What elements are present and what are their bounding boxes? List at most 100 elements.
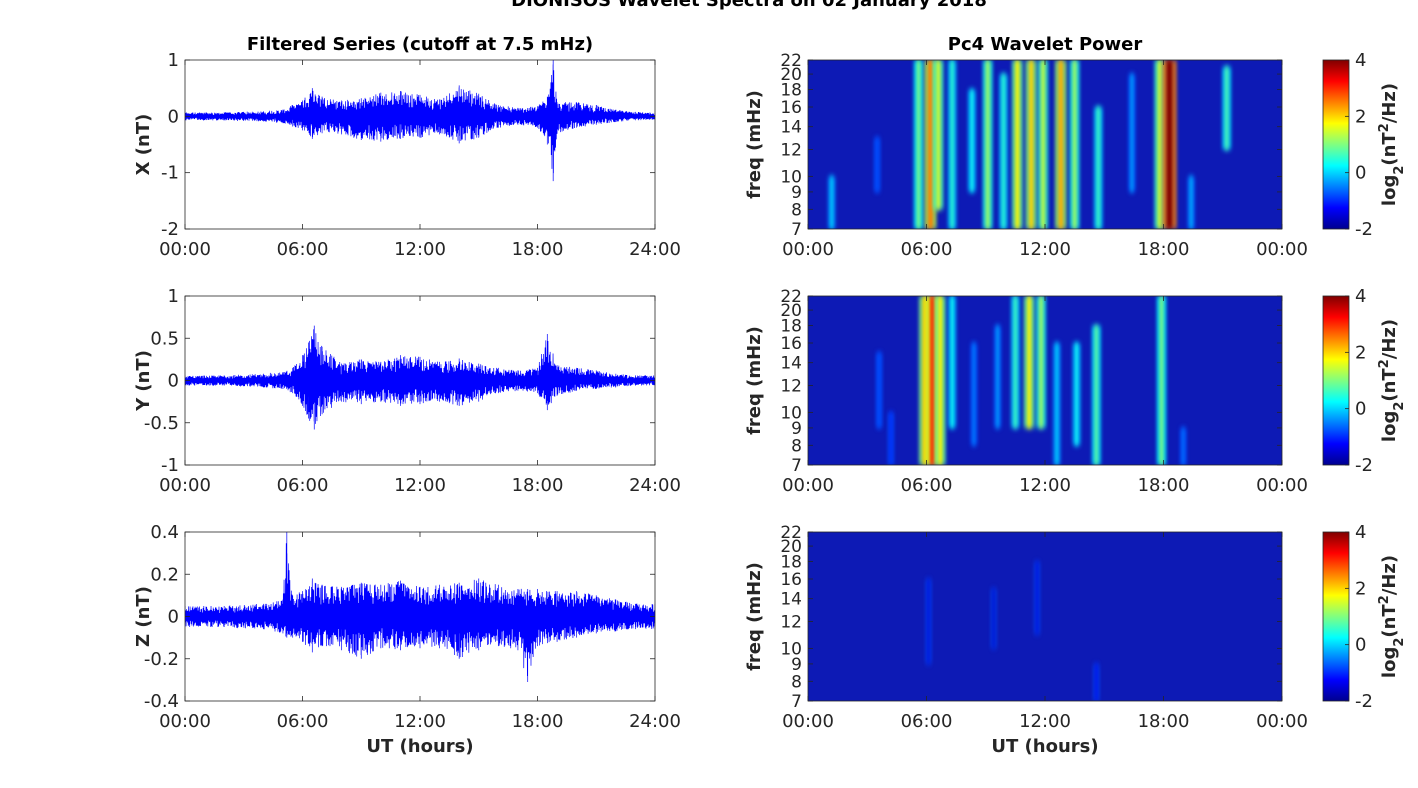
- y-tick-label: 8: [791, 672, 802, 692]
- y-tick-label: 9: [791, 183, 802, 203]
- y-tick-label: 0: [168, 371, 179, 392]
- y-tick-label: 7: [791, 692, 802, 712]
- heatmap-background: [808, 532, 1282, 701]
- colorbar-tick-label: 4: [1355, 50, 1366, 71]
- panel-wv-x: -2 0 2 4 log2(nT2/Hz) 00:00 06:00 12:00 18:00 00:…: [744, 34, 1407, 260]
- series-line-ts-y: [185, 325, 655, 430]
- x-tick-label: 00:00: [159, 475, 211, 496]
- y-tick-label: 20: [780, 301, 802, 321]
- panel-ts-x: 00:00 06:00 12:00 18:00 24:00 -2 -1 0 1 Filtered …: [133, 34, 681, 260]
- heatmap-event-core: [950, 60, 954, 229]
- heatmap-event-core: [1013, 296, 1018, 428]
- plot-area: [185, 60, 655, 229]
- y-tick-label: 18: [780, 553, 802, 573]
- heatmap-event-core: [1225, 66, 1229, 150]
- colorbar-tick-label: 4: [1355, 286, 1366, 307]
- heatmap-event-core: [992, 588, 995, 649]
- heatmap-event-core: [1189, 176, 1193, 229]
- x-tick-label: 12:00: [394, 475, 446, 496]
- y-tick-label: 9: [791, 655, 802, 675]
- x-tick-label: 00:00: [1256, 239, 1308, 260]
- y-tick-label: 22: [780, 523, 802, 543]
- panel-ts-y: 00:00 06:00 12:00 18:00 24:00 -1 -0.5 0 0.5 1 Y (n…: [133, 286, 681, 496]
- y-tick-label: -2: [161, 219, 179, 240]
- x-tick-label: 06:00: [901, 475, 953, 496]
- y-axis-label: Y (nT): [133, 350, 154, 412]
- heatmap-event-core: [927, 578, 930, 664]
- x-tick-label: 00:00: [1256, 475, 1308, 496]
- x-tick-label: 00:00: [782, 711, 834, 732]
- series-line-ts-z: [185, 532, 655, 682]
- colorbar-tick-label: -2: [1355, 691, 1373, 712]
- chart-title: Pc4 Wavelet Power: [948, 34, 1143, 55]
- heatmap-event-core: [1001, 74, 1006, 229]
- y-tick-label: 16: [780, 334, 802, 354]
- x-tick-label: 12:00: [1019, 475, 1071, 496]
- y-axis-label: freq (mHz): [744, 326, 765, 435]
- x-axis-label: UT (hours): [366, 736, 473, 757]
- heatmap-event-core: [875, 137, 879, 192]
- x-tick-label: 24:00: [629, 475, 681, 496]
- y-tick-label: 10: [780, 639, 802, 659]
- heatmap-event-core: [1094, 325, 1099, 465]
- y-tick-label: 0: [168, 607, 179, 628]
- heatmap-event-core: [970, 89, 974, 192]
- heatmap-event-core: [1075, 342, 1079, 446]
- colorbar-tick-label: -2: [1355, 219, 1373, 240]
- heatmap-event-core: [830, 176, 834, 229]
- y-axis-label: freq (mHz): [744, 562, 765, 671]
- heatmap-event-core: [1157, 60, 1162, 229]
- y-tick-label: -0.2: [144, 649, 179, 670]
- y-axis-label: X (nT): [133, 114, 154, 176]
- heatmap-event-core: [1029, 60, 1034, 229]
- y-tick-label: 0.5: [150, 328, 179, 349]
- x-tick-label: 18:00: [512, 239, 564, 260]
- y-axis-label: Z (nT): [133, 586, 154, 647]
- y-tick-label: 10: [780, 403, 802, 423]
- y-tick-label: 7: [791, 456, 802, 476]
- y-tick-label: 8: [791, 200, 802, 220]
- y-tick-label: 14: [780, 354, 802, 374]
- y-tick-label: 0.2: [150, 564, 179, 585]
- x-tick-label: 06:00: [277, 475, 329, 496]
- colorbar-scale: [1322, 295, 1350, 466]
- heatmap-event-core: [1072, 60, 1077, 229]
- figure-title: DIONISOS Wavelet Spectra on 02 January 2…: [511, 0, 987, 11]
- y-tick-label: 9: [791, 419, 802, 439]
- y-tick-label: 12: [780, 376, 802, 396]
- y-tick-label: 14: [780, 118, 802, 138]
- x-axis-label: UT (hours): [991, 736, 1098, 757]
- heatmap-event-core: [1041, 60, 1045, 229]
- y-tick-label: 22: [780, 51, 802, 71]
- heatmap-event-core: [1166, 60, 1173, 229]
- y-tick-label: 14: [780, 590, 802, 610]
- y-tick-label: 18: [780, 81, 802, 101]
- x-tick-label: 06:00: [277, 711, 329, 732]
- y-tick-label: 22: [780, 287, 802, 307]
- x-tick-label: 18:00: [1138, 475, 1190, 496]
- heatmap-event-core: [972, 342, 976, 446]
- x-tick-label: 18:00: [512, 711, 564, 732]
- colorbar-tick-label: -2: [1355, 455, 1373, 476]
- y-axis-label: freq (mHz): [744, 90, 765, 199]
- colorbar-tick-label: 2: [1355, 342, 1366, 363]
- x-tick-label: 00:00: [1256, 711, 1308, 732]
- y-tick-label: 8: [791, 436, 802, 456]
- colorbar-tick-label: 0: [1355, 635, 1366, 656]
- colorbar-tick-label: 2: [1355, 106, 1366, 127]
- x-tick-label: 12:00: [1019, 239, 1071, 260]
- heatmap-event-core: [996, 325, 999, 428]
- x-tick-label: 18:00: [1138, 711, 1190, 732]
- y-tick-label: 10: [780, 167, 802, 187]
- x-tick-label: 00:00: [159, 239, 211, 260]
- heatmap-event-core: [928, 60, 933, 229]
- heatmap-event-core: [889, 412, 893, 465]
- y-tick-label: -1: [161, 455, 179, 476]
- heatmap-event-core: [938, 296, 943, 465]
- colorbar-wv-y: -2 0 2 4 log2(nT2/Hz): [1322, 286, 1407, 476]
- y-tick-label: 1: [168, 50, 179, 71]
- panel-wv-y: -2 0 2 4 log2(nT2/Hz) 00:00 06:00 12:00 18:00 00:…: [744, 286, 1407, 496]
- y-tick-label: 12: [780, 140, 802, 160]
- colorbar-tick-label: 0: [1355, 163, 1366, 184]
